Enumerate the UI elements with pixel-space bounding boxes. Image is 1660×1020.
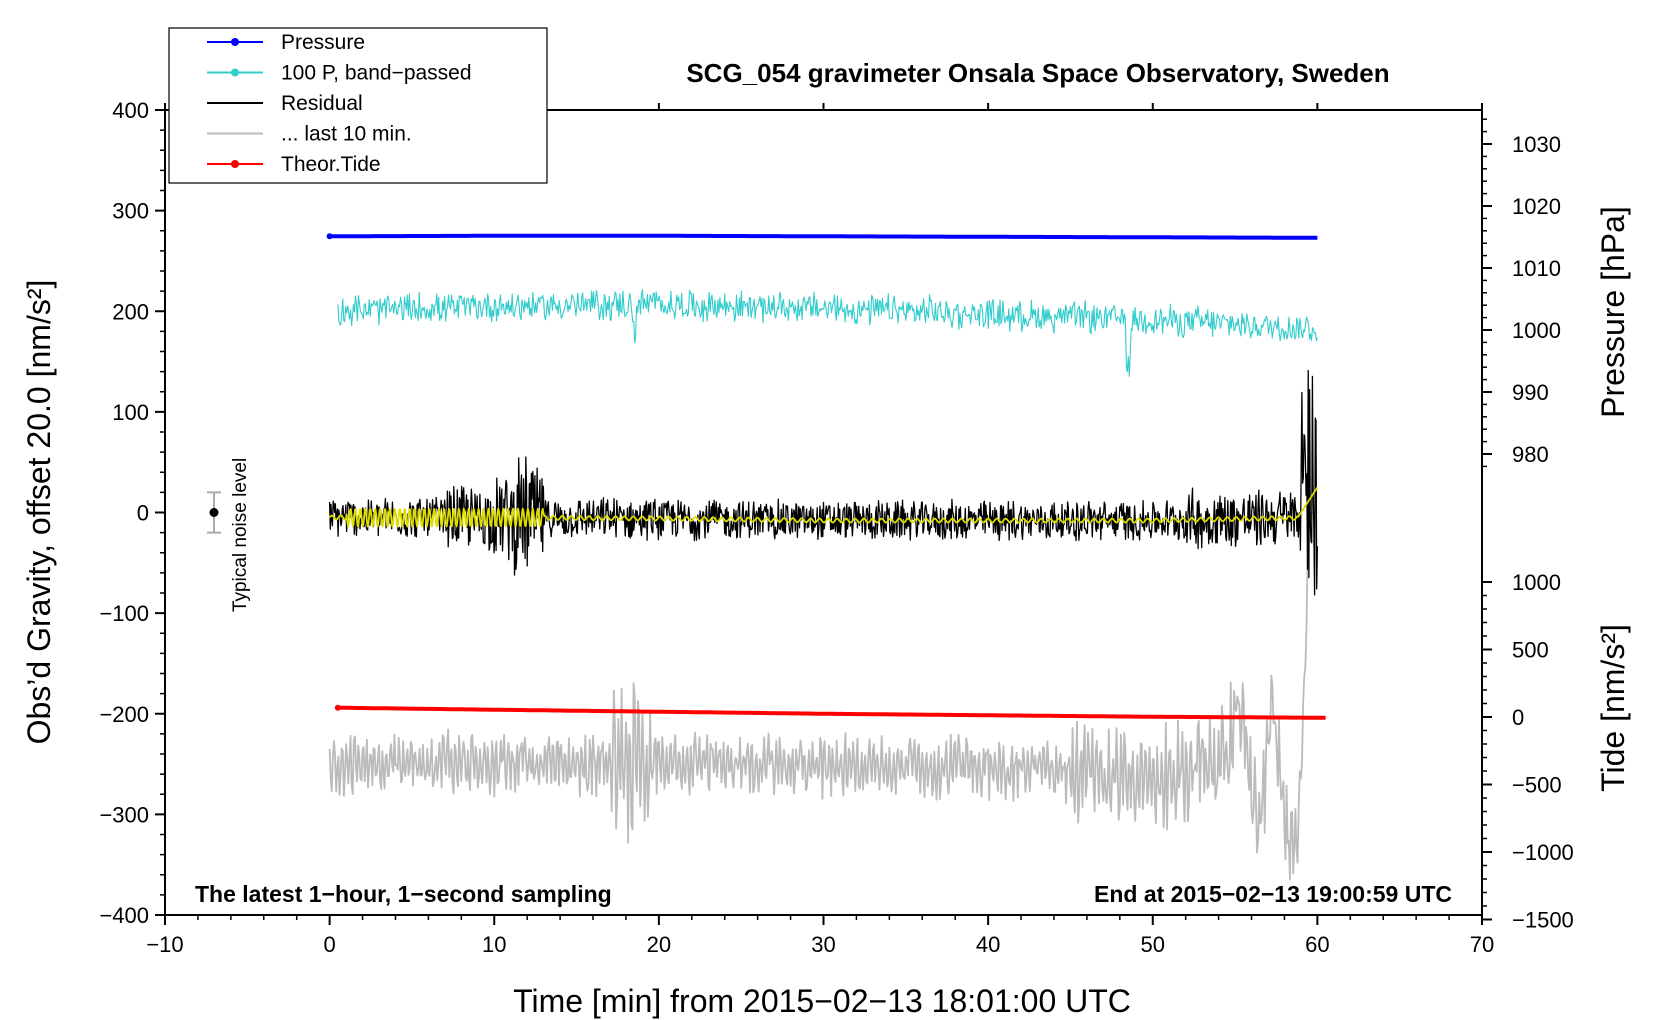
y-tick-label: 300 bbox=[112, 199, 149, 224]
noise-bar bbox=[207, 491, 221, 534]
x-tick-label: 50 bbox=[1141, 932, 1165, 957]
x-tick-label: 60 bbox=[1305, 932, 1329, 957]
tick-layer: −10 0 10 20 30 40 50 60 704003002001000−100−200−… bbox=[99, 98, 1573, 957]
pressure-tick-label: 1010 bbox=[1512, 256, 1561, 281]
footer-right: End at 2015−02−13 19:00:59 UTC bbox=[1094, 881, 1452, 907]
y-axis-label-pressure: Pressure [hPa] bbox=[1595, 206, 1631, 418]
y-tick-label: 200 bbox=[112, 299, 149, 324]
y-tick-label: 100 bbox=[112, 400, 149, 425]
pressure-tick-label: 1030 bbox=[1512, 132, 1561, 157]
chart-title: SCG_054 gravimeter Onsala Space Observat… bbox=[686, 58, 1389, 88]
pressure-tick-label: 1020 bbox=[1512, 194, 1561, 219]
tide-tick-label: 0 bbox=[1512, 705, 1524, 730]
tide-tick-label: −1500 bbox=[1512, 908, 1574, 933]
noise-dot bbox=[209, 508, 219, 517]
legend: Pressure 100 P, band−passed Residual ... la… bbox=[168, 27, 548, 184]
tide-tick-label: −500 bbox=[1512, 773, 1562, 798]
series-theor-tide bbox=[337, 705, 1326, 720]
legend-label: Theor.Tide bbox=[281, 153, 381, 176]
x-tick-label: 30 bbox=[811, 932, 835, 957]
x-tick-label: 70 bbox=[1470, 932, 1494, 957]
pressure-tick-label: 1000 bbox=[1512, 318, 1561, 343]
tide-tick-label: −1000 bbox=[1512, 840, 1574, 865]
series-pressure-bandpassed bbox=[337, 289, 1318, 377]
series-pressure bbox=[329, 233, 1318, 240]
noise-label: Typical noise level bbox=[230, 458, 251, 612]
series-residual bbox=[328, 369, 1319, 596]
tide-tick-label: 1000 bbox=[1512, 570, 1561, 595]
y-tick-label: −200 bbox=[99, 702, 149, 727]
legend-label: Residual bbox=[281, 92, 363, 115]
series-layer bbox=[326, 233, 1326, 881]
x-tick-label: 0 bbox=[324, 932, 336, 957]
y-tick-label: −100 bbox=[99, 601, 149, 626]
legend-box bbox=[168, 27, 548, 184]
series-start-marker bbox=[326, 233, 333, 240]
pressure-tick-label: 980 bbox=[1512, 442, 1549, 467]
y-tick-label: 400 bbox=[112, 98, 149, 123]
x-tick-label: −10 bbox=[146, 932, 183, 957]
pressure-tick-label: 990 bbox=[1512, 380, 1549, 405]
y-tick-label: −400 bbox=[99, 903, 149, 928]
x-tick-label: 40 bbox=[976, 932, 1000, 957]
legend-label: 100 P, band−passed bbox=[281, 62, 472, 85]
series-residual-filtered bbox=[328, 486, 1319, 528]
legend-marker bbox=[231, 68, 239, 77]
tide-tick-label: 500 bbox=[1512, 638, 1549, 663]
y-tick-label: 0 bbox=[137, 501, 149, 526]
x-tick-label: 10 bbox=[482, 932, 506, 957]
legend-label: ... last 10 min. bbox=[281, 123, 412, 146]
footer-left: The latest 1−hour, 1−second sampling bbox=[195, 881, 612, 907]
legend-marker bbox=[231, 38, 239, 46]
series-start-marker bbox=[334, 704, 341, 711]
y-axis-label-tide: Tide [nm/s²] bbox=[1595, 624, 1631, 792]
series-last-10-min bbox=[328, 511, 1318, 881]
legend-marker bbox=[231, 160, 239, 168]
y-axis-label-left: Obs’d Gravity, offset 20.0 [nm/s²] bbox=[21, 280, 57, 745]
legend-label: Pressure bbox=[281, 31, 365, 54]
x-tick-label: 20 bbox=[647, 932, 671, 957]
x-axis-label: Time [min] from 2015−02−13 18:01:00 UTC bbox=[513, 983, 1131, 1019]
y-tick-label: −300 bbox=[99, 802, 149, 827]
